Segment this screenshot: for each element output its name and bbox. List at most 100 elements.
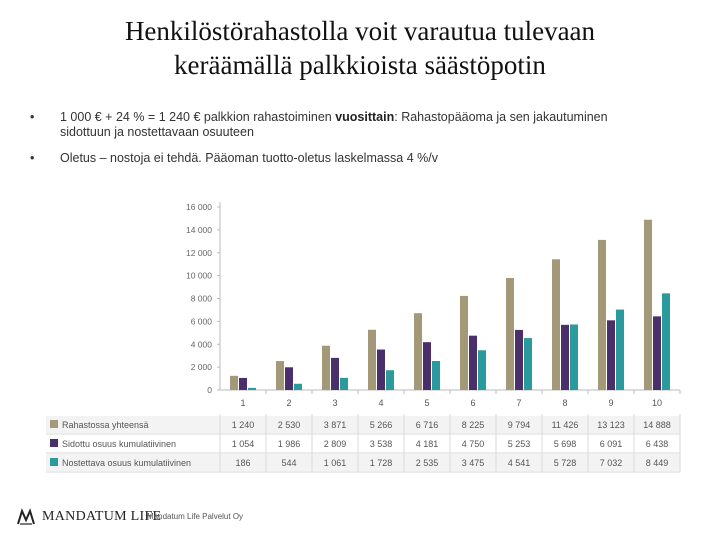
table-cell: 5 266 <box>370 420 393 430</box>
y-tick-label: 0 <box>207 385 212 395</box>
table-cell: 5 698 <box>554 439 577 449</box>
y-tick-label: 10 000 <box>186 271 212 281</box>
bar <box>377 349 385 390</box>
table-cell: 3 871 <box>324 420 347 430</box>
x-tick-label: 2 <box>286 398 291 408</box>
bar <box>662 293 670 390</box>
y-tick-label: 16 000 <box>186 202 212 212</box>
bar <box>340 377 348 390</box>
bar <box>524 338 532 390</box>
table-cell: 2 809 <box>324 439 347 449</box>
bar <box>294 383 302 390</box>
bar <box>478 350 486 390</box>
bar <box>239 377 247 390</box>
bar <box>230 375 238 390</box>
bullet-list: • 1 000 € + 24 % = 1 240 € palkkion raha… <box>30 110 660 177</box>
table-row-bg <box>46 435 680 452</box>
bar <box>515 329 523 390</box>
bullet-marker: • <box>30 110 35 124</box>
bar <box>423 342 431 390</box>
table-cell: 4 541 <box>508 458 531 468</box>
table-cell: 4 750 <box>462 439 485 449</box>
table-cell: 2 530 <box>278 420 301 430</box>
table-cell: 1 728 <box>370 458 393 468</box>
legend-swatch <box>50 458 58 466</box>
table-cell: 13 123 <box>597 420 625 430</box>
y-tick-label: 4 000 <box>191 339 213 349</box>
bar <box>276 361 284 390</box>
bullet-text-bold: vuosittain <box>335 110 395 124</box>
table-cell: 14 888 <box>643 420 671 430</box>
x-tick-label: 8 <box>562 398 567 408</box>
bullet-text-prefix: Oletus – nostoja ei tehdä. Pääoman tuott… <box>60 151 438 165</box>
bullet-marker: • <box>30 151 35 165</box>
legend-swatch <box>50 420 58 428</box>
x-tick-label: 10 <box>652 398 662 408</box>
bar <box>331 357 339 390</box>
y-tick-label: 6 000 <box>191 316 213 326</box>
table-cell: 7 032 <box>600 458 623 468</box>
bar <box>248 387 256 390</box>
table-cell: 5 728 <box>554 458 577 468</box>
bar <box>552 259 560 390</box>
table-cell: 3 538 <box>370 439 393 449</box>
table-row-bg <box>46 416 680 433</box>
x-tick-label: 1 <box>240 398 245 408</box>
slide-title-line-1: Henkilöstörahastolla voit varautua tulev… <box>124 16 596 46</box>
table-cell: 3 475 <box>462 458 485 468</box>
table-cell: 11 426 <box>552 420 579 430</box>
x-tick-label: 6 <box>470 398 475 408</box>
bar <box>570 324 578 390</box>
bar <box>285 367 293 390</box>
bar <box>616 309 624 390</box>
table-cell: 5 253 <box>508 439 531 449</box>
legend-label: Sidottu osuus kumulatiivinen <box>62 439 176 449</box>
bar <box>561 324 569 390</box>
x-tick-label: 3 <box>332 398 337 408</box>
y-tick-label: 2 000 <box>191 362 213 372</box>
x-tick-label: 7 <box>516 398 521 408</box>
mandatum-logo-icon <box>17 508 35 525</box>
y-tick-label: 12 000 <box>186 248 212 258</box>
bullet-text-prefix: 1 000 € + 24 % = 1 240 € palkkion rahast… <box>60 110 336 124</box>
table-cell: 6 091 <box>600 439 623 449</box>
table-cell: 6 438 <box>646 439 669 449</box>
bar <box>386 370 394 390</box>
legend-swatch <box>50 439 58 447</box>
table-cell: 544 <box>281 458 296 468</box>
table-cell: 6 716 <box>416 420 439 430</box>
bar <box>414 313 422 390</box>
table-cell: 1 061 <box>324 458 347 468</box>
table-cell: 1 240 <box>232 420 255 430</box>
legend-label: Rahastossa yhteensä <box>62 420 149 430</box>
table-row-bg <box>46 454 680 471</box>
logo-text: MANDATUM LIFE <box>42 509 162 524</box>
table-cell: 4 181 <box>416 439 439 449</box>
legend-label: Nostettava osuus kumulatiivinen <box>62 458 191 468</box>
bullet-text-suffix: : Rahastopääoma ja sen jakautuminen sido… <box>60 110 608 139</box>
bullet-item: • 1 000 € + 24 % = 1 240 € palkkion raha… <box>30 110 660 140</box>
table-cell: 2 535 <box>416 458 439 468</box>
y-tick-label: 8 000 <box>191 294 213 304</box>
x-tick-label: 4 <box>378 398 383 408</box>
bar <box>469 335 477 390</box>
x-tick-label: 9 <box>608 398 613 408</box>
bar <box>460 295 468 390</box>
table-cell: 8 225 <box>462 420 485 430</box>
y-tick-label: 14 000 <box>186 225 212 235</box>
bar <box>368 329 376 390</box>
table-cell: 186 <box>235 458 250 468</box>
bar <box>607 320 615 390</box>
table-cell: 1 986 <box>278 439 301 449</box>
x-tick-label: 5 <box>424 398 429 408</box>
footer-logo: MANDATUM LIFE <box>16 508 161 526</box>
bar <box>322 345 330 390</box>
table-cell: 1 054 <box>232 439 255 449</box>
bar <box>653 316 661 390</box>
bar <box>432 361 440 390</box>
table-cell: 8 449 <box>646 458 669 468</box>
bar <box>644 219 652 390</box>
table-cell: 9 794 <box>508 420 531 430</box>
footer-company: Mandatum Life Palvelut Oy <box>147 512 244 521</box>
